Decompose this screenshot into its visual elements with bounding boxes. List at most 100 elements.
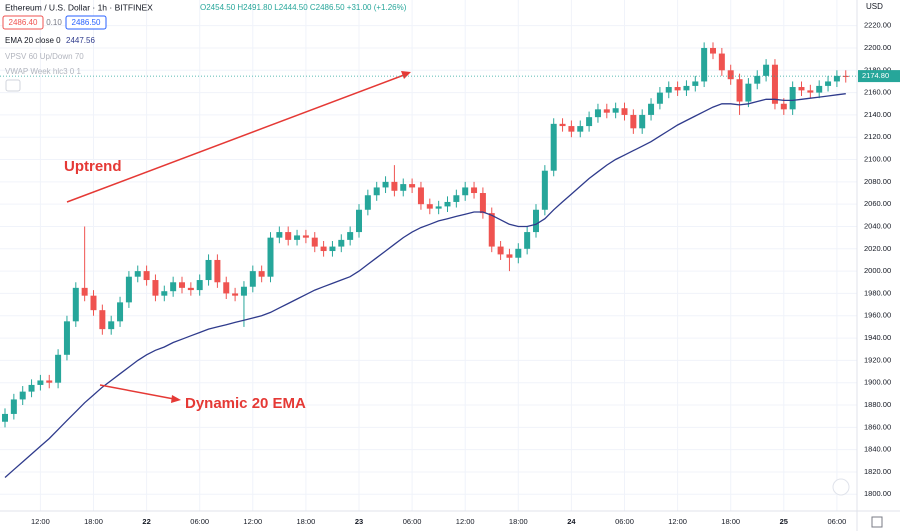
candle-body [417,187,424,205]
annotation: Uptrend [64,158,122,175]
y-tick-label: 2120.00 [864,132,891,141]
candle-body [736,79,743,102]
candle-body [683,85,690,91]
x-tick-label: 18:00 [84,517,103,526]
candle-body [99,310,106,330]
candle-body [63,321,70,355]
y-tick-label: 1900.00 [864,378,891,387]
y-tick-label: 1800.00 [864,489,891,498]
settings-icon[interactable] [871,516,883,528]
y-tick-label: 1960.00 [864,311,891,320]
candle-body [46,380,53,383]
indicator-value: 2447.56 [66,36,95,45]
candle-body [559,123,566,127]
candle-body [745,83,752,102]
candle-body [612,108,619,113]
candle-body [294,235,301,240]
y-tick-label: 2080.00 [864,177,891,186]
collapse-button[interactable] [5,79,21,92]
candle-body [267,237,274,277]
candle-body [656,92,663,104]
candle-body [594,109,601,118]
x-tick-label: 18:00 [721,517,740,526]
candle-body [771,64,778,104]
y-tick-label: 1820.00 [864,467,891,476]
x-tick-label: 18:00 [297,517,316,526]
candle-body [382,181,389,188]
candle-body [842,75,849,77]
candle-body [400,184,407,191]
candle-body [409,184,416,188]
candle-body [117,302,124,322]
x-tick-label: 12:00 [456,517,475,526]
y-tick-label: 2200.00 [864,43,891,52]
candle-body [125,276,132,303]
candle-body [81,287,88,296]
x-tick-label: 25 [780,517,788,526]
annotation: Dynamic 20 EMA [185,395,306,412]
candle-body [453,195,460,202]
y-tick-label: 1940.00 [864,333,891,342]
candle-body [37,380,44,385]
candle-body [249,271,256,287]
badge-text: 0.10 [46,18,62,27]
candle-body [28,384,35,392]
y-tick-label: 1840.00 [864,445,891,454]
currency-label: USD [866,2,883,11]
candle-body [2,413,8,422]
candle-body [550,123,557,171]
candle-body [223,282,230,294]
y-tick-label: 2040.00 [864,221,891,230]
arrow-head [171,395,181,403]
candle-body [568,126,575,132]
candle-body [364,195,371,210]
candle-body [648,103,655,115]
x-tick-label: 24 [567,517,576,526]
y-tick-label: 1880.00 [864,400,891,409]
candle-body [435,206,442,209]
settings-button[interactable] [832,478,850,496]
ohlc-legend: O2454.50 H2491.80 L2444.50 C2486.50 +31.… [200,3,407,12]
candle-body [497,246,504,255]
candle-body [258,271,265,277]
candle-body [692,81,699,86]
arrow [99,384,175,400]
candle-body [232,293,239,296]
candle-body [285,232,292,240]
badge [65,15,107,30]
x-tick-label: 18:00 [509,517,528,526]
candle-body [763,64,770,76]
candle-body [727,70,734,80]
candle-body [701,47,708,82]
candle-body [329,246,336,252]
candle-body [639,114,646,129]
candle-body [630,114,637,129]
x-tick-label: 06:00 [615,517,634,526]
candle-body [807,90,814,93]
ema-line [4,93,846,478]
candle-body [426,204,433,209]
x-tick-label: 22 [142,517,150,526]
candle-body [214,259,221,283]
candle-body [90,295,97,311]
last-price-label: 2174.80 [862,71,889,80]
candle-body [161,291,168,296]
candle-body [196,280,203,291]
candle-body [833,75,840,82]
candle-body [347,232,354,240]
candle-body [710,47,716,54]
candle-body [356,209,362,233]
candle-body [488,213,495,247]
candle-body [586,117,593,127]
candle-body [276,232,283,238]
candle-body [754,75,761,84]
candle-body [55,354,62,383]
y-tick-label: 2180.00 [864,65,891,74]
candle-body [603,109,610,113]
y-tick-label: 1980.00 [864,288,891,297]
chart-title: Ethereum / U.S. Dollar · 1h · BITFINEX [5,2,153,12]
candle-body [338,239,345,247]
y-tick-label: 2020.00 [864,244,891,253]
